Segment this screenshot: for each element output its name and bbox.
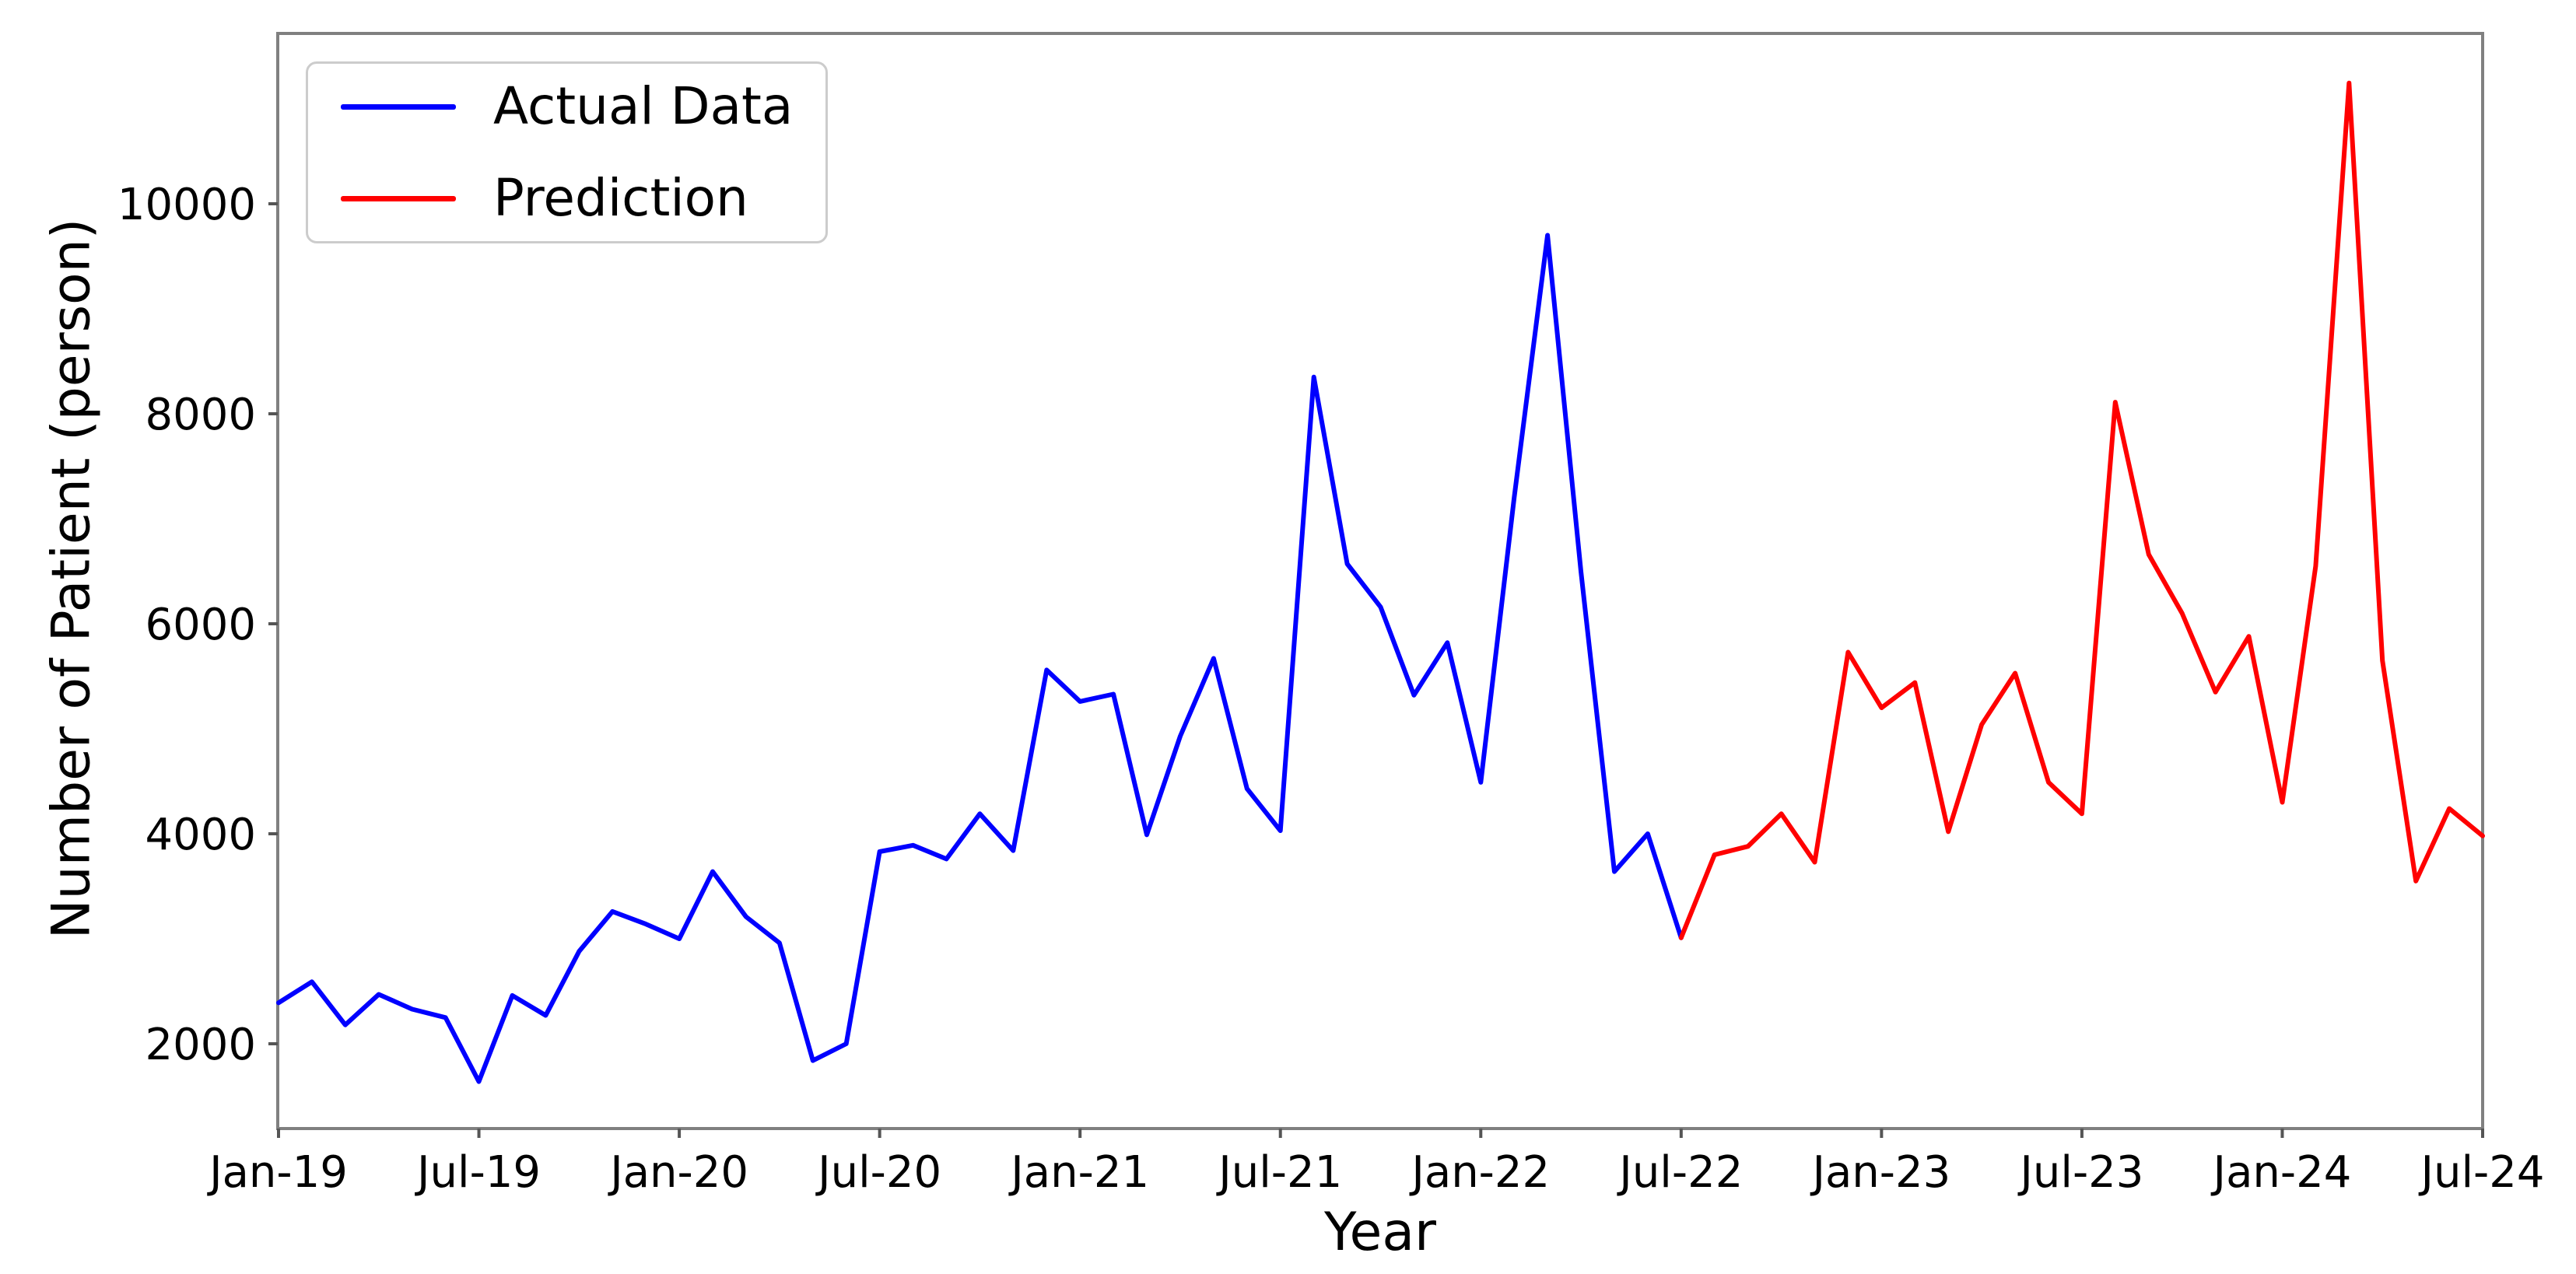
legend-row-actual: Actual Data [341,81,825,132]
x-tick-label: Jan-22 [1409,1147,1550,1198]
x-axis: Jan-19 Jul-19 Jan-20 Jul-20 Jan-21 Jul-21 Jan-… [207,1129,2545,1198]
actual-data-line [276,233,1684,1084]
x-tick-label: Jul-19 [415,1147,541,1198]
legend-label-actual: Actual Data [493,76,794,136]
x-axis-label: Year [1324,1202,1436,1263]
y-tick-label: 10000 [117,180,256,230]
y-tick-label: 4000 [145,810,256,860]
x-tick-label: Jan-21 [1008,1147,1149,1198]
prediction-line-icon [341,195,456,201]
y-tick-label: 6000 [145,600,256,650]
x-tick-label: Jul-20 [815,1147,941,1198]
legend-row-prediction: Prediction [341,173,825,224]
y-axis: 2000 4000 6000 8000 10000 [117,180,278,1070]
plot-spines [276,32,2484,1130]
x-tick-label: Jul-21 [1216,1147,1342,1198]
x-tick-label: Jan-20 [608,1147,748,1198]
y-tick-label: 8000 [145,390,256,440]
y-axis-label: Number of Patient (person) [40,218,103,940]
y-tick-label: 2000 [145,1020,256,1070]
x-tick-label: Jan-23 [1810,1147,1950,1198]
plot-border [276,32,2484,1130]
x-tick-label: Jan-24 [2211,1147,2352,1198]
x-tick-label: Jan-19 [207,1147,348,1198]
series-lines [276,80,2485,1084]
legend-label-prediction: Prediction [493,168,748,228]
x-tick-label: Jul-24 [2418,1147,2544,1198]
x-tick-label: Jul-22 [1617,1147,1743,1198]
legend: Actual Data Prediction [306,61,828,243]
prediction-line [1678,80,2485,940]
actual-data-line-icon [341,103,456,110]
x-tick-label: Jul-23 [2017,1147,2143,1198]
